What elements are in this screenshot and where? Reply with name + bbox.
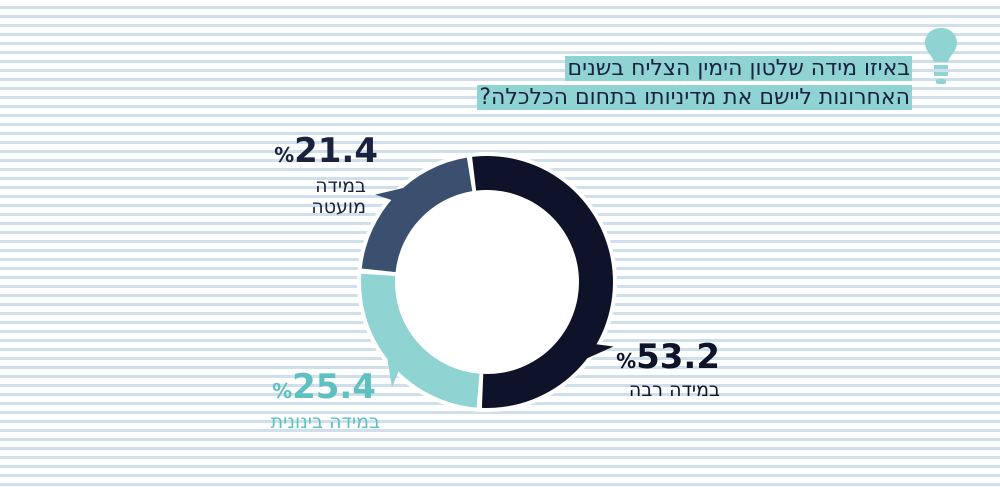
title-line-2: האחרונות ליישם את מדיניותו בתחום הכלכלה?	[477, 85, 912, 110]
data-label-large-name: במידה רבה	[628, 379, 720, 401]
data-label-small-line1: במידה	[315, 175, 366, 197]
slice-pointer	[386, 354, 400, 388]
donut-slice	[361, 273, 480, 408]
label-small: %21.4 במידה מועטה	[274, 131, 378, 218]
data-label-large-value: 53.2	[636, 337, 720, 377]
chart-title: באיזו מידה שלטון הימין הצליח בשנים האחרו…	[477, 54, 912, 112]
donut-background	[357, 152, 617, 412]
lightbulb-icon	[925, 28, 957, 84]
data-label-medium-value: 25.4	[292, 367, 376, 407]
slice-pointer	[375, 187, 408, 201]
label-large: %53.2 במידה רבה	[610, 340, 720, 401]
data-label-small-value: 21.4	[294, 131, 378, 171]
data-label-medium-name: במידה בינונית	[270, 411, 380, 433]
donut-slice	[361, 157, 473, 273]
slice-pointer	[583, 344, 614, 361]
title-line-1: באיזו מידה שלטון הימין הצליח בשנים	[565, 56, 912, 81]
label-medium: %25.4 במידה בינונית	[250, 370, 380, 433]
data-label-small-line2: מועטה	[311, 196, 366, 218]
donut-slice	[472, 156, 613, 409]
